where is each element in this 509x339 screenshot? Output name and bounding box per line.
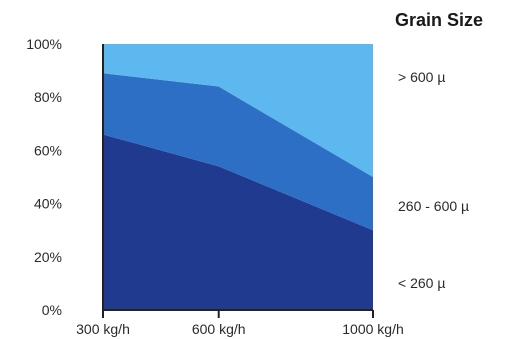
y-ticks: 0% 20% 40% 60% 80% 100%	[26, 36, 62, 318]
area-layers	[103, 44, 373, 310]
area-series-2	[103, 44, 373, 177]
x-ticks: 300 kg/h 600 kg/h 1000 kg/h	[76, 310, 404, 337]
y-tick-label: 0%	[42, 302, 62, 318]
legend: Grain Size > 600 µ 260 - 600 µ < 260 µ	[395, 10, 483, 291]
legend-label-coarse: > 600 µ	[398, 69, 445, 85]
area-series-0	[103, 134, 373, 310]
y-tick-label: 100%	[26, 36, 62, 52]
axes	[102, 44, 373, 311]
legend-label-medium: 260 - 600 µ	[398, 198, 469, 214]
x-tick-label: 600 kg/h	[192, 321, 246, 337]
x-tick-label: 300 kg/h	[76, 321, 130, 337]
y-tick-label: 40%	[34, 196, 62, 212]
x-tick-label: 1000 kg/h	[342, 321, 404, 337]
y-tick-label: 60%	[34, 142, 62, 158]
legend-title: Grain Size	[395, 10, 483, 30]
legend-label-fine: < 260 µ	[398, 275, 445, 291]
area-series-1	[103, 73, 373, 231]
y-tick-label: 80%	[34, 89, 62, 105]
y-tick-label: 20%	[34, 249, 62, 265]
